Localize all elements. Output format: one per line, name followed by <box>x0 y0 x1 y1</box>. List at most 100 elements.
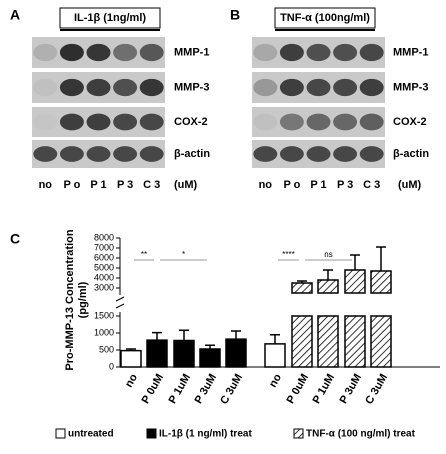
band <box>86 113 111 131</box>
panel-letter: C <box>10 231 20 247</box>
error-bar <box>152 331 162 341</box>
band <box>139 146 164 162</box>
y-tick-label: 5000 <box>94 262 114 272</box>
band <box>306 113 331 131</box>
legend-label: IL-1β (1 ng/ml) treat <box>159 429 252 440</box>
panel-letter: A <box>10 7 20 23</box>
legend-label: TNF-α (100 ng/ml) treat <box>306 429 416 440</box>
legend-label: untreated <box>68 429 114 440</box>
y-tick-label: 500 <box>99 344 114 354</box>
band <box>306 43 331 62</box>
y-axis-title: Pro-MMP-13 Concentration(pg/ml) <box>64 229 89 370</box>
y-axis-title-unit: (pg/ml) <box>77 281 89 318</box>
band-label: MMP-1 <box>393 46 428 58</box>
treatment-label: TNF-α (100ng/ml) <box>280 12 370 24</box>
bar <box>146 339 168 368</box>
band <box>59 43 84 62</box>
legend-swatch <box>146 428 157 439</box>
band <box>279 78 304 97</box>
band <box>306 146 331 162</box>
y-tick-label: 0 <box>109 361 114 371</box>
lane-label: P 3 <box>117 179 133 191</box>
band <box>33 43 58 62</box>
band-label: β-actin <box>174 148 210 160</box>
band <box>59 113 84 131</box>
error-bar <box>205 344 215 349</box>
band-label: MMP-3 <box>174 81 209 93</box>
band <box>33 113 58 131</box>
y-tick-label: 3000 <box>94 282 114 292</box>
band <box>333 78 358 97</box>
error-bar <box>350 254 360 270</box>
y-tick-label: 6000 <box>94 252 114 262</box>
legend-swatch <box>293 428 304 439</box>
bar <box>225 338 247 368</box>
significance-label: * <box>182 250 185 259</box>
error-bar <box>323 269 333 280</box>
band <box>253 146 278 162</box>
lane-label: no <box>39 179 53 191</box>
lane-label: P o <box>63 179 80 191</box>
significance-label: **** <box>282 250 294 259</box>
error-bar <box>376 246 386 271</box>
band <box>139 78 164 97</box>
band <box>86 43 111 62</box>
treatment-label: IL-1β (1ng/ml) <box>74 12 146 24</box>
significance-label: ** <box>141 250 147 259</box>
band <box>139 113 164 131</box>
band <box>359 146 384 162</box>
band <box>33 78 58 97</box>
lane-label: C 3 <box>363 179 380 191</box>
y-tick-label: 7000 <box>94 242 114 252</box>
panel-letter: B <box>230 7 240 23</box>
band-label: MMP-1 <box>174 46 209 58</box>
unit-label: (uM) <box>398 179 422 191</box>
band <box>59 78 84 97</box>
band <box>306 78 331 97</box>
treatment-box <box>274 7 376 29</box>
error-bar <box>179 329 189 341</box>
axis-break <box>115 303 125 309</box>
band-label: COX-2 <box>393 116 427 128</box>
band <box>33 146 58 162</box>
band <box>113 113 138 131</box>
bar <box>370 270 392 368</box>
band <box>253 43 278 62</box>
bar <box>317 279 339 368</box>
error-bar <box>297 280 307 283</box>
y-tick-label: 1000 <box>94 327 114 337</box>
band <box>333 146 358 162</box>
bar <box>173 339 195 368</box>
x-tick-label: P 1uM <box>311 372 337 406</box>
band <box>86 78 111 97</box>
band-label: β-actin <box>393 148 429 160</box>
lane-label: C 3 <box>143 179 160 191</box>
band <box>279 113 304 131</box>
band <box>253 78 278 97</box>
band <box>359 43 384 62</box>
x-tick-label: no <box>123 372 140 390</box>
y-axis-title-line: Pro-MMP-13 Concentration <box>64 229 76 370</box>
band <box>86 146 111 162</box>
lane-label: no <box>259 179 273 191</box>
band <box>333 43 358 62</box>
bar <box>344 269 366 368</box>
bar <box>199 348 221 368</box>
x-tick-label: C 3uM <box>363 372 390 407</box>
band <box>253 113 278 131</box>
y-tick-label: 1500 <box>94 310 114 320</box>
error-bar <box>126 348 136 351</box>
x-tick-label: C 3uM <box>218 372 245 407</box>
x-tick-label: P 3uM <box>338 372 364 406</box>
x-tick-label: P 3uM <box>193 372 219 406</box>
band-label: MMP-3 <box>393 81 428 93</box>
x-tick-label: P 0uM <box>285 372 311 406</box>
band <box>333 113 358 131</box>
treatment-box <box>59 7 161 29</box>
error-bar <box>270 333 280 344</box>
x-tick-label: P 0uM <box>140 372 166 406</box>
significance-label: ns <box>324 250 332 259</box>
band <box>359 78 384 97</box>
x-tick-label: P 1uM <box>167 372 193 406</box>
